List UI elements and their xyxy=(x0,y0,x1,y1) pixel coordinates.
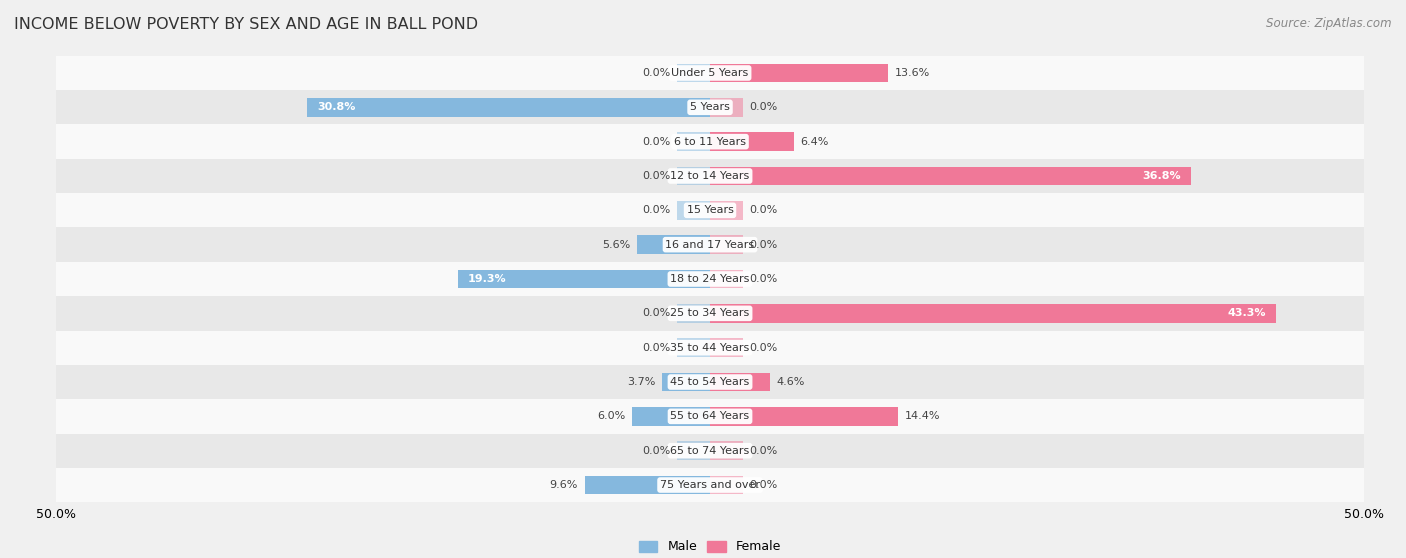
Bar xyxy=(710,166,742,185)
Bar xyxy=(710,235,742,254)
Bar xyxy=(458,270,710,288)
Text: 5.6%: 5.6% xyxy=(602,240,630,249)
Bar xyxy=(710,407,898,426)
Bar xyxy=(56,228,1364,262)
Text: 30.8%: 30.8% xyxy=(318,102,356,112)
Bar xyxy=(710,270,742,288)
Bar xyxy=(585,475,710,494)
Text: 15 Years: 15 Years xyxy=(686,205,734,215)
Text: 65 to 74 Years: 65 to 74 Years xyxy=(671,446,749,456)
Bar xyxy=(710,64,887,83)
Text: 18 to 24 Years: 18 to 24 Years xyxy=(671,274,749,284)
Text: 9.6%: 9.6% xyxy=(550,480,578,490)
Text: 6.0%: 6.0% xyxy=(596,411,626,421)
Bar xyxy=(56,90,1364,124)
Text: 0.0%: 0.0% xyxy=(749,343,778,353)
Bar xyxy=(710,132,742,151)
Bar xyxy=(678,475,710,494)
Text: INCOME BELOW POVERTY BY SEX AND AGE IN BALL POND: INCOME BELOW POVERTY BY SEX AND AGE IN B… xyxy=(14,17,478,32)
Text: 0.0%: 0.0% xyxy=(643,446,671,456)
Text: 4.6%: 4.6% xyxy=(776,377,806,387)
Text: 6 to 11 Years: 6 to 11 Years xyxy=(673,137,747,147)
Bar xyxy=(710,132,794,151)
Text: 43.3%: 43.3% xyxy=(1227,309,1265,318)
Bar xyxy=(710,166,1191,185)
Bar xyxy=(56,434,1364,468)
Bar xyxy=(678,304,710,323)
Text: 0.0%: 0.0% xyxy=(749,480,778,490)
Text: 45 to 54 Years: 45 to 54 Years xyxy=(671,377,749,387)
Text: 14.4%: 14.4% xyxy=(905,411,941,421)
Bar xyxy=(56,399,1364,434)
Bar xyxy=(56,296,1364,330)
Bar xyxy=(56,365,1364,399)
Text: 0.0%: 0.0% xyxy=(643,68,671,78)
Bar xyxy=(710,64,742,83)
Text: 13.6%: 13.6% xyxy=(894,68,929,78)
Bar xyxy=(678,166,710,185)
Text: 35 to 44 Years: 35 to 44 Years xyxy=(671,343,749,353)
Text: 36.8%: 36.8% xyxy=(1142,171,1181,181)
Bar xyxy=(678,132,710,151)
Bar xyxy=(56,468,1364,502)
Text: 0.0%: 0.0% xyxy=(643,171,671,181)
Bar xyxy=(678,373,710,392)
Text: 25 to 34 Years: 25 to 34 Years xyxy=(671,309,749,318)
Bar xyxy=(637,235,710,254)
Text: 5 Years: 5 Years xyxy=(690,102,730,112)
Text: 0.0%: 0.0% xyxy=(643,309,671,318)
Text: Under 5 Years: Under 5 Years xyxy=(672,68,748,78)
Text: 19.3%: 19.3% xyxy=(468,274,506,284)
Legend: Male, Female: Male, Female xyxy=(634,536,786,558)
Text: 55 to 64 Years: 55 to 64 Years xyxy=(671,411,749,421)
Text: 0.0%: 0.0% xyxy=(749,274,778,284)
Bar xyxy=(710,475,742,494)
Text: 0.0%: 0.0% xyxy=(749,102,778,112)
Bar xyxy=(678,407,710,426)
Text: Source: ZipAtlas.com: Source: ZipAtlas.com xyxy=(1267,17,1392,30)
Bar xyxy=(56,262,1364,296)
Text: 3.7%: 3.7% xyxy=(627,377,655,387)
Bar xyxy=(710,407,742,426)
Text: 0.0%: 0.0% xyxy=(643,205,671,215)
Bar xyxy=(678,64,710,83)
Text: 0.0%: 0.0% xyxy=(749,205,778,215)
Bar xyxy=(710,304,742,323)
Text: 0.0%: 0.0% xyxy=(643,137,671,147)
Bar xyxy=(678,338,710,357)
Text: 0.0%: 0.0% xyxy=(749,240,778,249)
Text: 6.4%: 6.4% xyxy=(800,137,828,147)
Text: 0.0%: 0.0% xyxy=(643,343,671,353)
Bar xyxy=(678,270,710,288)
Bar xyxy=(56,124,1364,159)
Bar xyxy=(710,373,742,392)
Bar xyxy=(710,304,1277,323)
Bar xyxy=(710,373,770,392)
Bar xyxy=(678,235,710,254)
Bar xyxy=(56,56,1364,90)
Text: 16 and 17 Years: 16 and 17 Years xyxy=(665,240,755,249)
Bar xyxy=(56,159,1364,193)
Bar xyxy=(710,338,742,357)
Bar xyxy=(710,201,742,220)
Bar xyxy=(631,407,710,426)
Text: 12 to 14 Years: 12 to 14 Years xyxy=(671,171,749,181)
Bar xyxy=(56,330,1364,365)
Bar xyxy=(662,373,710,392)
Bar xyxy=(710,98,742,117)
Bar xyxy=(710,441,742,460)
Text: 75 Years and over: 75 Years and over xyxy=(659,480,761,490)
Bar xyxy=(678,201,710,220)
Text: 0.0%: 0.0% xyxy=(749,446,778,456)
Bar xyxy=(678,441,710,460)
Bar xyxy=(308,98,710,117)
Bar xyxy=(678,98,710,117)
Bar xyxy=(56,193,1364,228)
